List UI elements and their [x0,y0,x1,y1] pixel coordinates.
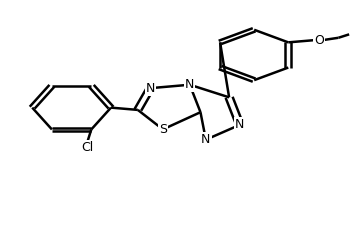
Text: O: O [314,34,324,46]
Text: Cl: Cl [82,141,94,154]
Text: N: N [146,82,155,95]
Text: N: N [201,133,211,146]
Text: N: N [235,118,245,131]
Text: N: N [185,78,194,91]
Text: S: S [159,123,167,136]
